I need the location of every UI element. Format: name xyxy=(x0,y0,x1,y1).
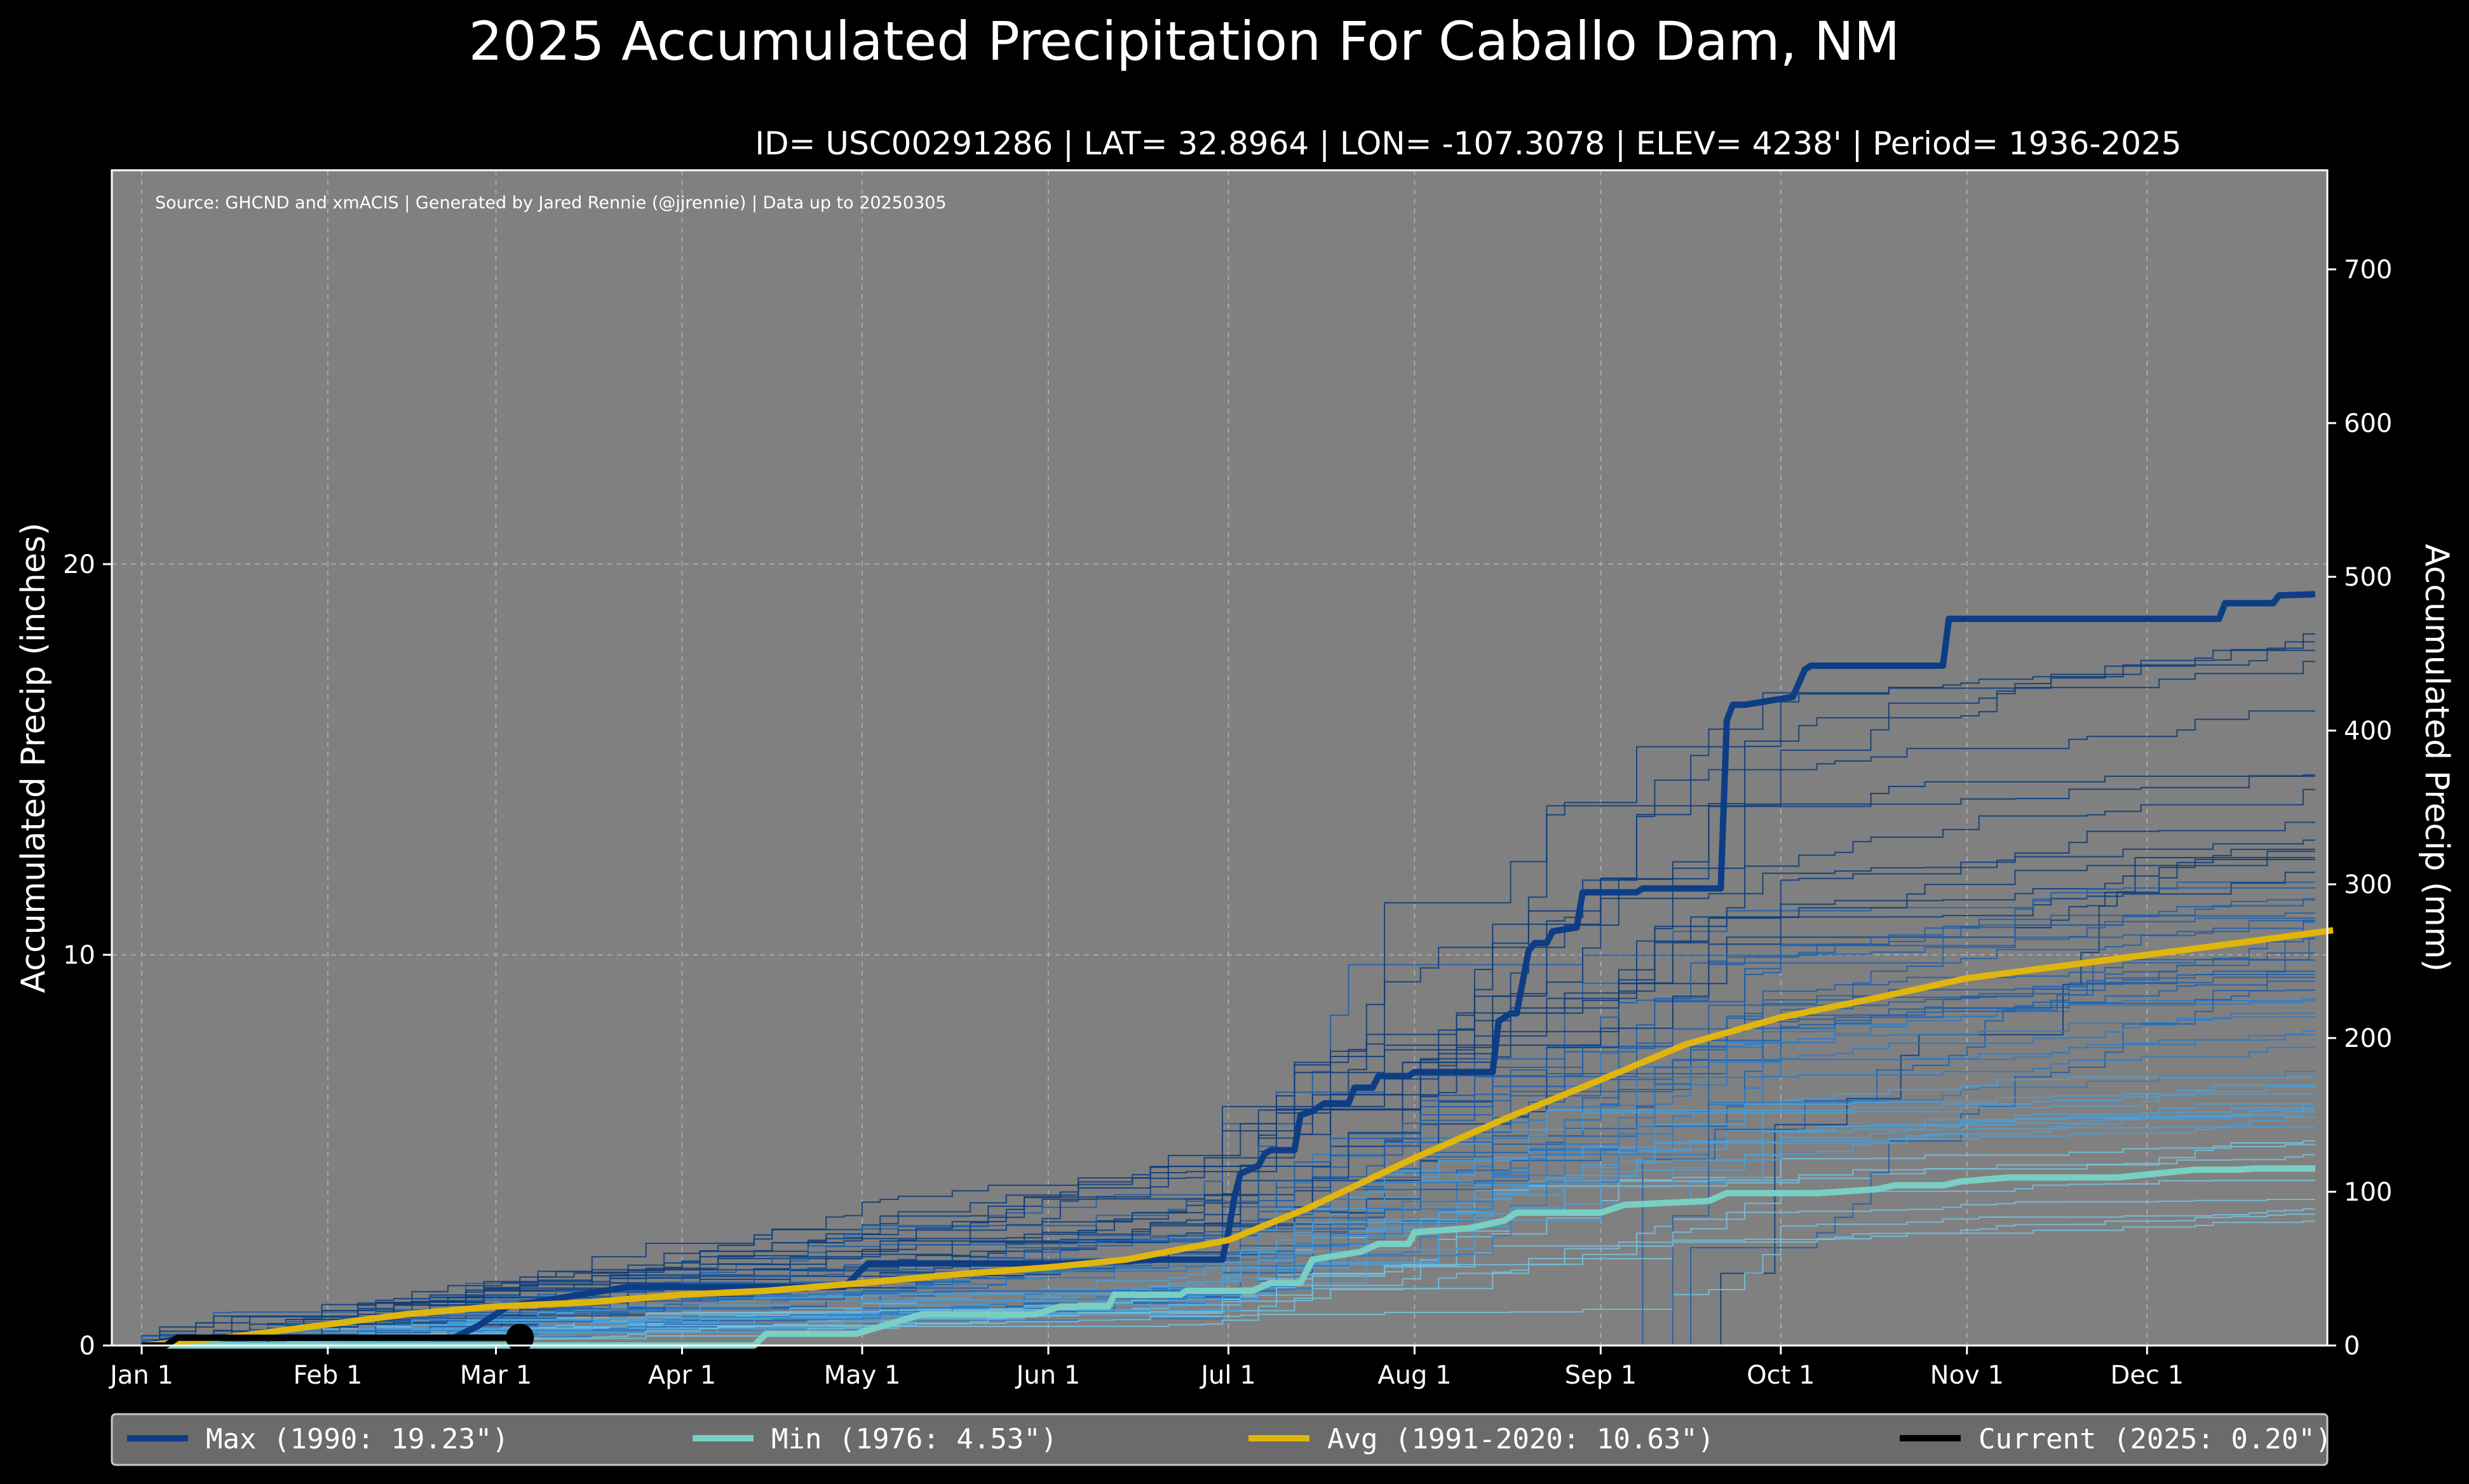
x-tick-label: Nov 1 xyxy=(1930,1361,2004,1390)
y-axis-right-label: Accumulated Precip (mm) xyxy=(2418,544,2456,972)
y-axis-label: Accumulated Precip (inches) xyxy=(15,523,53,994)
historical-year-line xyxy=(141,974,2315,1346)
historical-year-line xyxy=(141,1012,2315,1346)
y-right-tick-label: 0 xyxy=(2344,1332,2360,1361)
series-line xyxy=(141,927,2334,1349)
series-lines xyxy=(141,591,2334,1352)
historical-year-line xyxy=(142,952,2315,1346)
plot-area xyxy=(111,169,2329,1347)
historical-year-line xyxy=(142,920,2315,1346)
historical-year-line xyxy=(142,1126,2315,1346)
x-tick-label: Sep 1 xyxy=(1565,1361,1637,1390)
historical-year-line xyxy=(1672,921,2315,1346)
x-tick-label: Dec 1 xyxy=(2111,1361,2184,1390)
y-tick-label: 0 xyxy=(79,1332,95,1361)
x-tick-label: Feb 1 xyxy=(293,1361,362,1390)
legend-label: Current (2025: 0.20") xyxy=(1979,1423,2332,1455)
chart-subtitle: ID= USC00291286 | LAT= 32.8964 | LON= -1… xyxy=(755,125,2181,162)
x-tick-label: May 1 xyxy=(824,1361,901,1390)
historical-year-line xyxy=(142,788,2315,1346)
historical-year-line xyxy=(142,919,2315,1346)
legend-label: Max (1990: 19.23") xyxy=(206,1423,509,1455)
x-tick-label: Jan 1 xyxy=(108,1361,173,1390)
x-tick-label: Oct 1 xyxy=(1747,1361,1815,1390)
y-axis-ticks: 0 10 20 xyxy=(63,550,112,1361)
y-right-tick-label: 500 xyxy=(2344,563,2392,592)
x-tick-label: Jun 1 xyxy=(1015,1361,1081,1390)
y-axis-right-ticks: 0 100 200 300 400 500 600 700 xyxy=(2327,255,2392,1361)
y-right-tick-label: 700 xyxy=(2344,255,2392,285)
historical-year-line xyxy=(142,938,2315,1346)
x-tick-label: Apr 1 xyxy=(648,1361,716,1390)
historical-year-line xyxy=(142,912,2315,1346)
source-note: Source: GHCND and xmACIS | Generated by … xyxy=(155,193,947,213)
current-value-marker xyxy=(506,1323,534,1352)
y-right-tick-label: 100 xyxy=(2344,1178,2392,1207)
legend: Max (1990: 19.23") Min (1976: 4.53") Avg (… xyxy=(127,1423,2332,1455)
plot-frame xyxy=(111,169,2329,1347)
chart-title: 2025 Accumulated Precipitation For Cabal… xyxy=(469,10,1900,72)
y-tick-label: 20 xyxy=(63,550,95,579)
legend-label: Min (1976: 4.53") xyxy=(771,1423,1057,1455)
y-right-tick-label: 200 xyxy=(2344,1024,2392,1053)
historical-year-line xyxy=(142,1076,2315,1346)
y-right-tick-label: 600 xyxy=(2344,409,2392,438)
x-axis-ticks: Jan 1 Feb 1 Mar 1 Apr 1 May 1 Jun 1 Jul 1 Aug 1… xyxy=(108,1346,2184,1390)
historical-year-line xyxy=(141,859,2315,1346)
y-tick-label: 10 xyxy=(63,941,95,970)
legend-label: Avg (1991-2020: 10.63") xyxy=(1327,1423,1714,1455)
series-line xyxy=(142,1165,2315,1349)
historical-year-line xyxy=(141,1016,2315,1346)
historical-year-line xyxy=(1672,887,2315,1346)
historical-year-line xyxy=(1625,937,2315,1346)
historical-year-line xyxy=(1630,857,2315,1346)
y-right-tick-label: 400 xyxy=(2344,717,2392,746)
y-right-tick-label: 300 xyxy=(2344,870,2392,900)
x-tick-label: Mar 1 xyxy=(460,1361,532,1390)
x-tick-label: Aug 1 xyxy=(1377,1361,1451,1390)
legend-box xyxy=(111,1413,2329,1466)
historical-year-line xyxy=(142,1199,2315,1346)
x-tick-label: Jul 1 xyxy=(1199,1361,1255,1390)
